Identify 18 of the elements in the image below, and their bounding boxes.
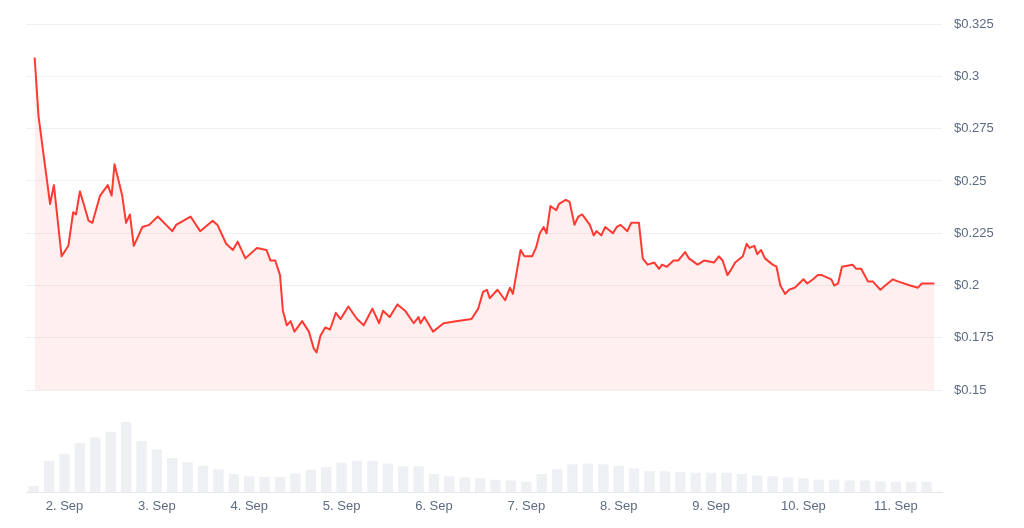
y-tick-label: $0.25: [954, 172, 987, 188]
x-tick-label: 4. Sep: [230, 497, 269, 513]
x-tick-label: 9. Sep: [692, 497, 730, 513]
y-tick-label: $0.225: [954, 224, 994, 240]
x-tick-label: 6. Sep: [415, 497, 453, 513]
y-tick-label: $0.275: [954, 120, 994, 136]
y-tick-label: $0.175: [954, 329, 994, 345]
y-tick-label: $0.15: [954, 381, 987, 397]
x-tick-label: 8. Sep: [599, 497, 638, 513]
y-tick-label: $0.325: [954, 15, 994, 31]
x-tick-label: 7. Sep: [507, 497, 546, 513]
y-tick-label: $0.3: [954, 67, 980, 83]
y-tick-label: $0.2: [954, 277, 980, 293]
x-tick-label: 3. Sep: [138, 497, 176, 513]
x-tick-label: 2. Sep: [45, 497, 84, 513]
x-tick-label: 10. Sep: [781, 497, 826, 513]
x-tick-label: 11. Sep: [873, 497, 918, 513]
x-tick-label: 5. Sep: [322, 497, 361, 513]
